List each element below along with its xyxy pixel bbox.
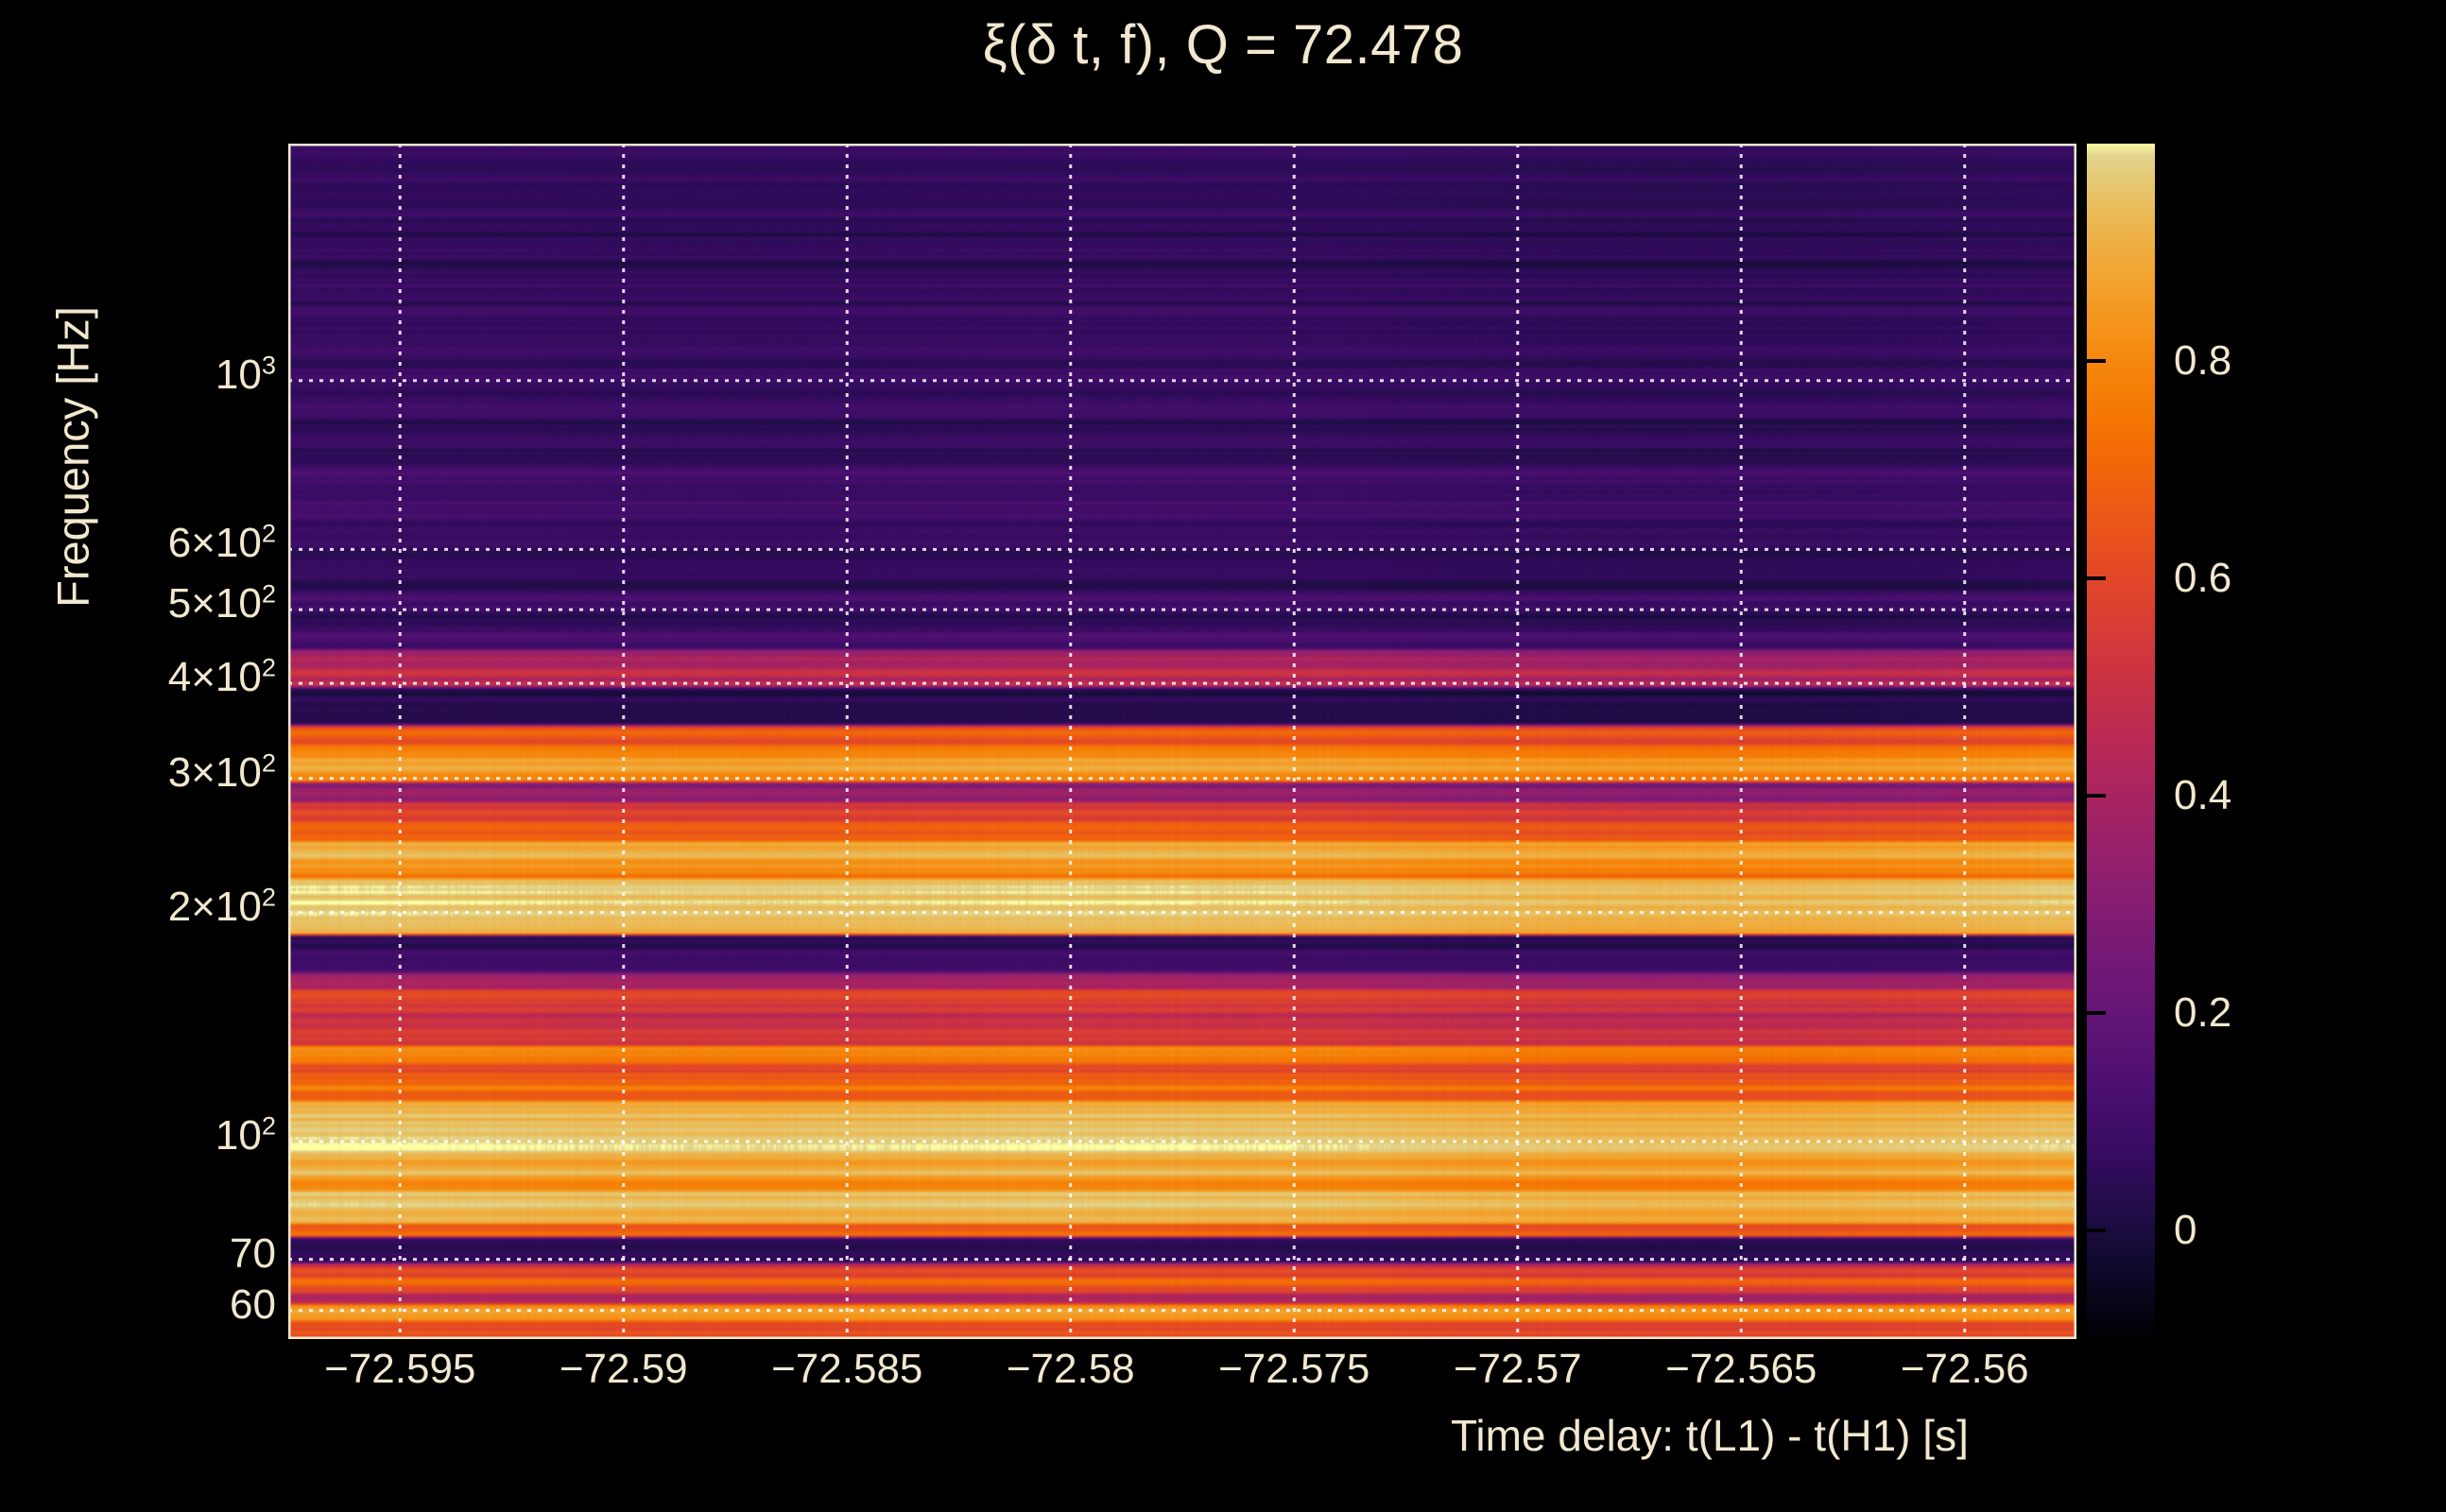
colorbar[interactable] [2087,144,2155,1339]
page-title: ξ(δ t, f), Q = 72.478 [982,14,1464,76]
x-tick-label: −72.585 [771,1346,923,1392]
y-tick-label: 2×102 [167,881,276,930]
colorbar-tick-label: 0 [2174,1207,2197,1253]
colorbar-tick-label: 0.2 [2174,989,2232,1036]
colorbar-tick-label: 0.4 [2174,772,2232,818]
colorbar-tick-mark [2087,576,2106,580]
x-tick-label: −72.595 [324,1346,476,1392]
heatmap-plot-area[interactable] [288,144,2076,1339]
y-tick-label-group: 103 6×102 5×102 4×102 3×102 2×102 102 70 60 [0,0,276,1512]
y-tick-label: 6×102 [167,518,276,567]
y-tick-label: 103 [215,350,276,398]
colorbar-tick-label: 0.6 [2174,555,2232,601]
heatmap-canvas [288,144,2076,1339]
colorbar-tick-mark [2087,359,2106,363]
colorbar-tick-mark [2087,1011,2106,1015]
colorbar-tick-mark [2087,1228,2106,1232]
y-tick-label: 102 [215,1110,276,1159]
x-tick-label: −72.56 [1900,1346,2029,1392]
x-tick-label: −72.575 [1218,1346,1370,1392]
colorbar-tick-label: 0.8 [2174,337,2232,384]
y-tick-label: 4×102 [167,652,276,701]
y-tick-label: 70 [230,1229,276,1277]
x-axis-label: Time delay: t(L1) - t(H1) [s] [1451,1411,1969,1460]
colorbar-tick-mark [2087,794,2106,798]
x-tick-label: −72.58 [1006,1346,1135,1392]
y-tick-label: 60 [230,1280,276,1328]
y-tick-label: 5×102 [167,578,276,627]
x-tick-label: −72.565 [1665,1346,1817,1392]
y-tick-label: 3×102 [167,747,276,796]
colorbar-gradient [2087,144,2155,1339]
x-tick-label: −72.57 [1453,1346,1582,1392]
x-tick-label: −72.59 [559,1346,688,1392]
